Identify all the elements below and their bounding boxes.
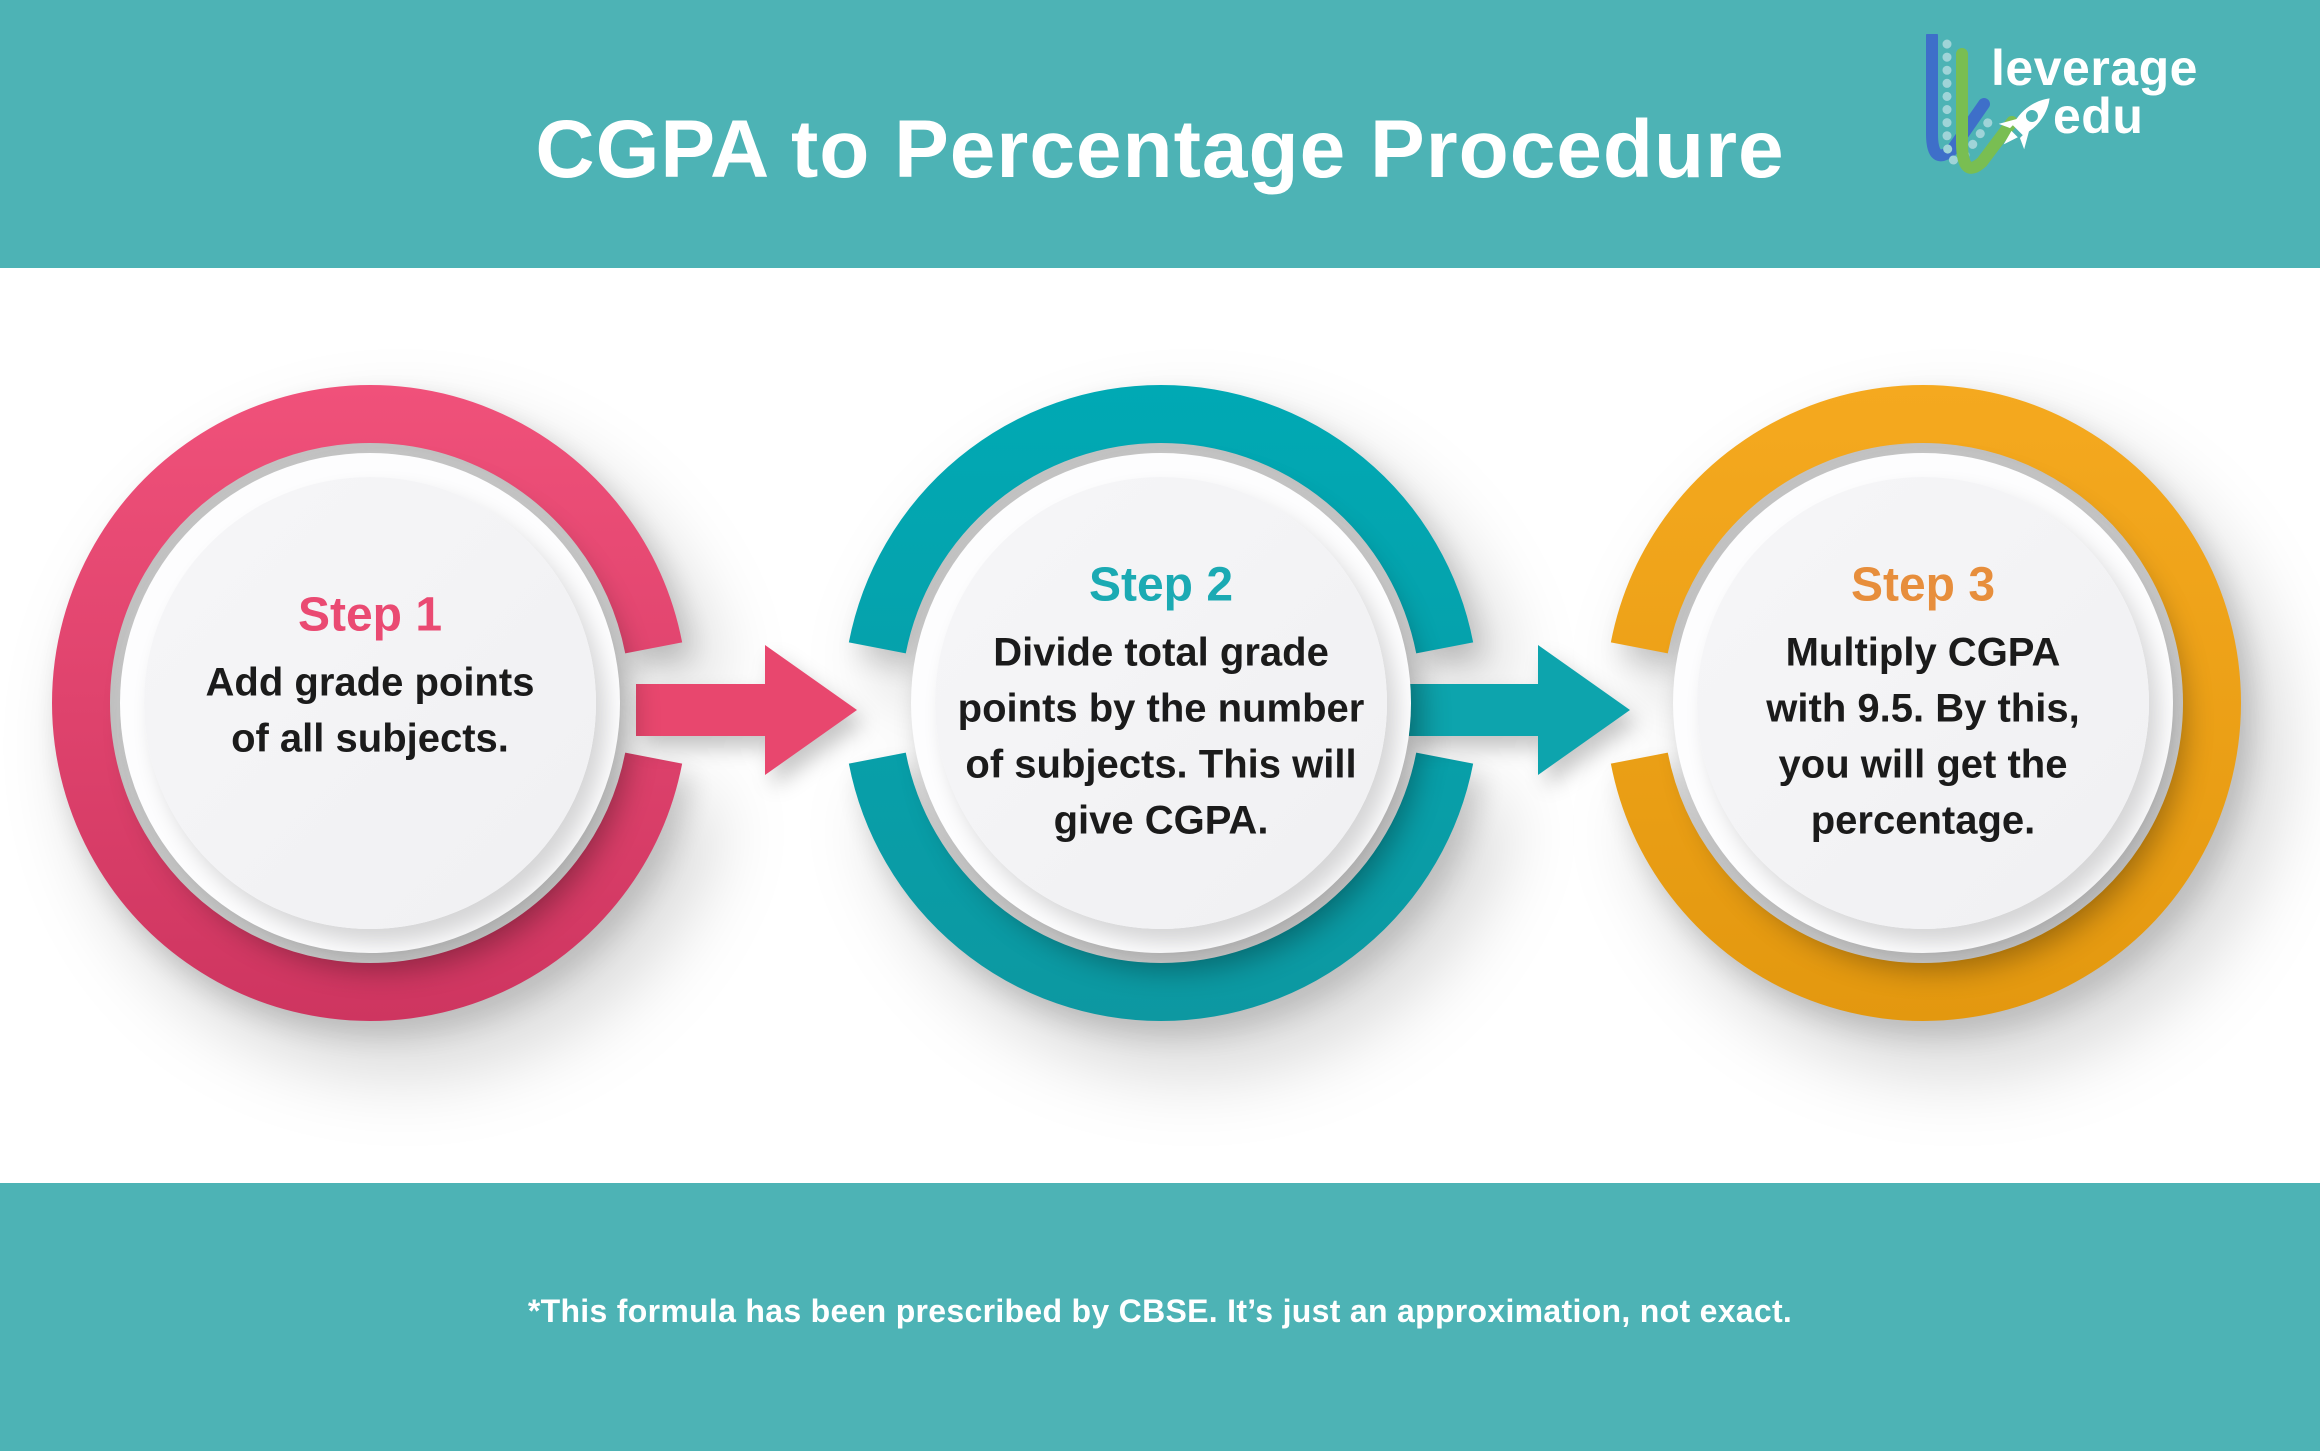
step3-inner-circle: [1697, 477, 2149, 929]
step2-inner-circle: [935, 477, 1387, 929]
step3-ring: [1610, 385, 2241, 1021]
step2-label: Step 2: [1088, 558, 1234, 612]
step3-line: percentage.: [1810, 798, 2036, 843]
step3-line: Multiply CGPA: [1785, 630, 2061, 675]
step2-line: Divide total grade: [993, 630, 1329, 675]
rocket-fin-right: [2019, 128, 2030, 150]
step2-line: give CGPA.: [1053, 798, 1269, 843]
step1-line: of all subjects.: [231, 716, 509, 761]
arrow-step2-to-step3: [1409, 645, 1630, 775]
step3-line: with 9.5. By this,: [1766, 686, 2080, 731]
header-band: CGPA to Percentage Procedure leverage: [0, 0, 2320, 268]
footer-band: *This formula has been prescribed by CBS…: [0, 1183, 2320, 1451]
page-title: CGPA to Percentage Procedure: [535, 104, 1785, 195]
arrow-step1-to-step2: [636, 645, 857, 775]
step2-ring: [848, 385, 1474, 1021]
logo-checkmark-icon: [1926, 34, 2018, 174]
rocket-fin-left: [1998, 118, 2020, 129]
step3-text: Step 3 Multiply CGPA with 9.5. By this, …: [1683, 557, 2163, 848]
step1-line: Add grade points: [205, 660, 535, 705]
rocket-window: [2025, 110, 2038, 123]
footnote: *This formula has been prescribed by CBS…: [527, 1292, 1793, 1329]
step1-label: Step 1: [297, 588, 443, 642]
step3-line: you will get the: [1778, 742, 2068, 787]
leverage-edu-logo: leverage edu: [1920, 30, 2280, 200]
step1-inner-circle: [144, 477, 596, 929]
rocket-icon: [1998, 98, 2050, 150]
step2-text: Step 2 Divide total grade points by the …: [921, 557, 1401, 848]
logo-text: leverage edu: [1991, 40, 2198, 144]
step2-line: points by the number: [957, 686, 1365, 731]
step3-label: Step 3: [1850, 558, 1996, 612]
logo-text-leverage: leverage: [1991, 40, 2198, 96]
rocket-exhaust: [2003, 130, 2018, 145]
step1-ring: [52, 385, 683, 1021]
logo-stroke-green: [1956, 48, 2018, 174]
step1-text: Step 1 Add grade points of all subjects.: [130, 587, 610, 766]
logo-text-edu: edu: [2053, 88, 2144, 144]
step2-line: of subjects. This will: [965, 742, 1357, 787]
